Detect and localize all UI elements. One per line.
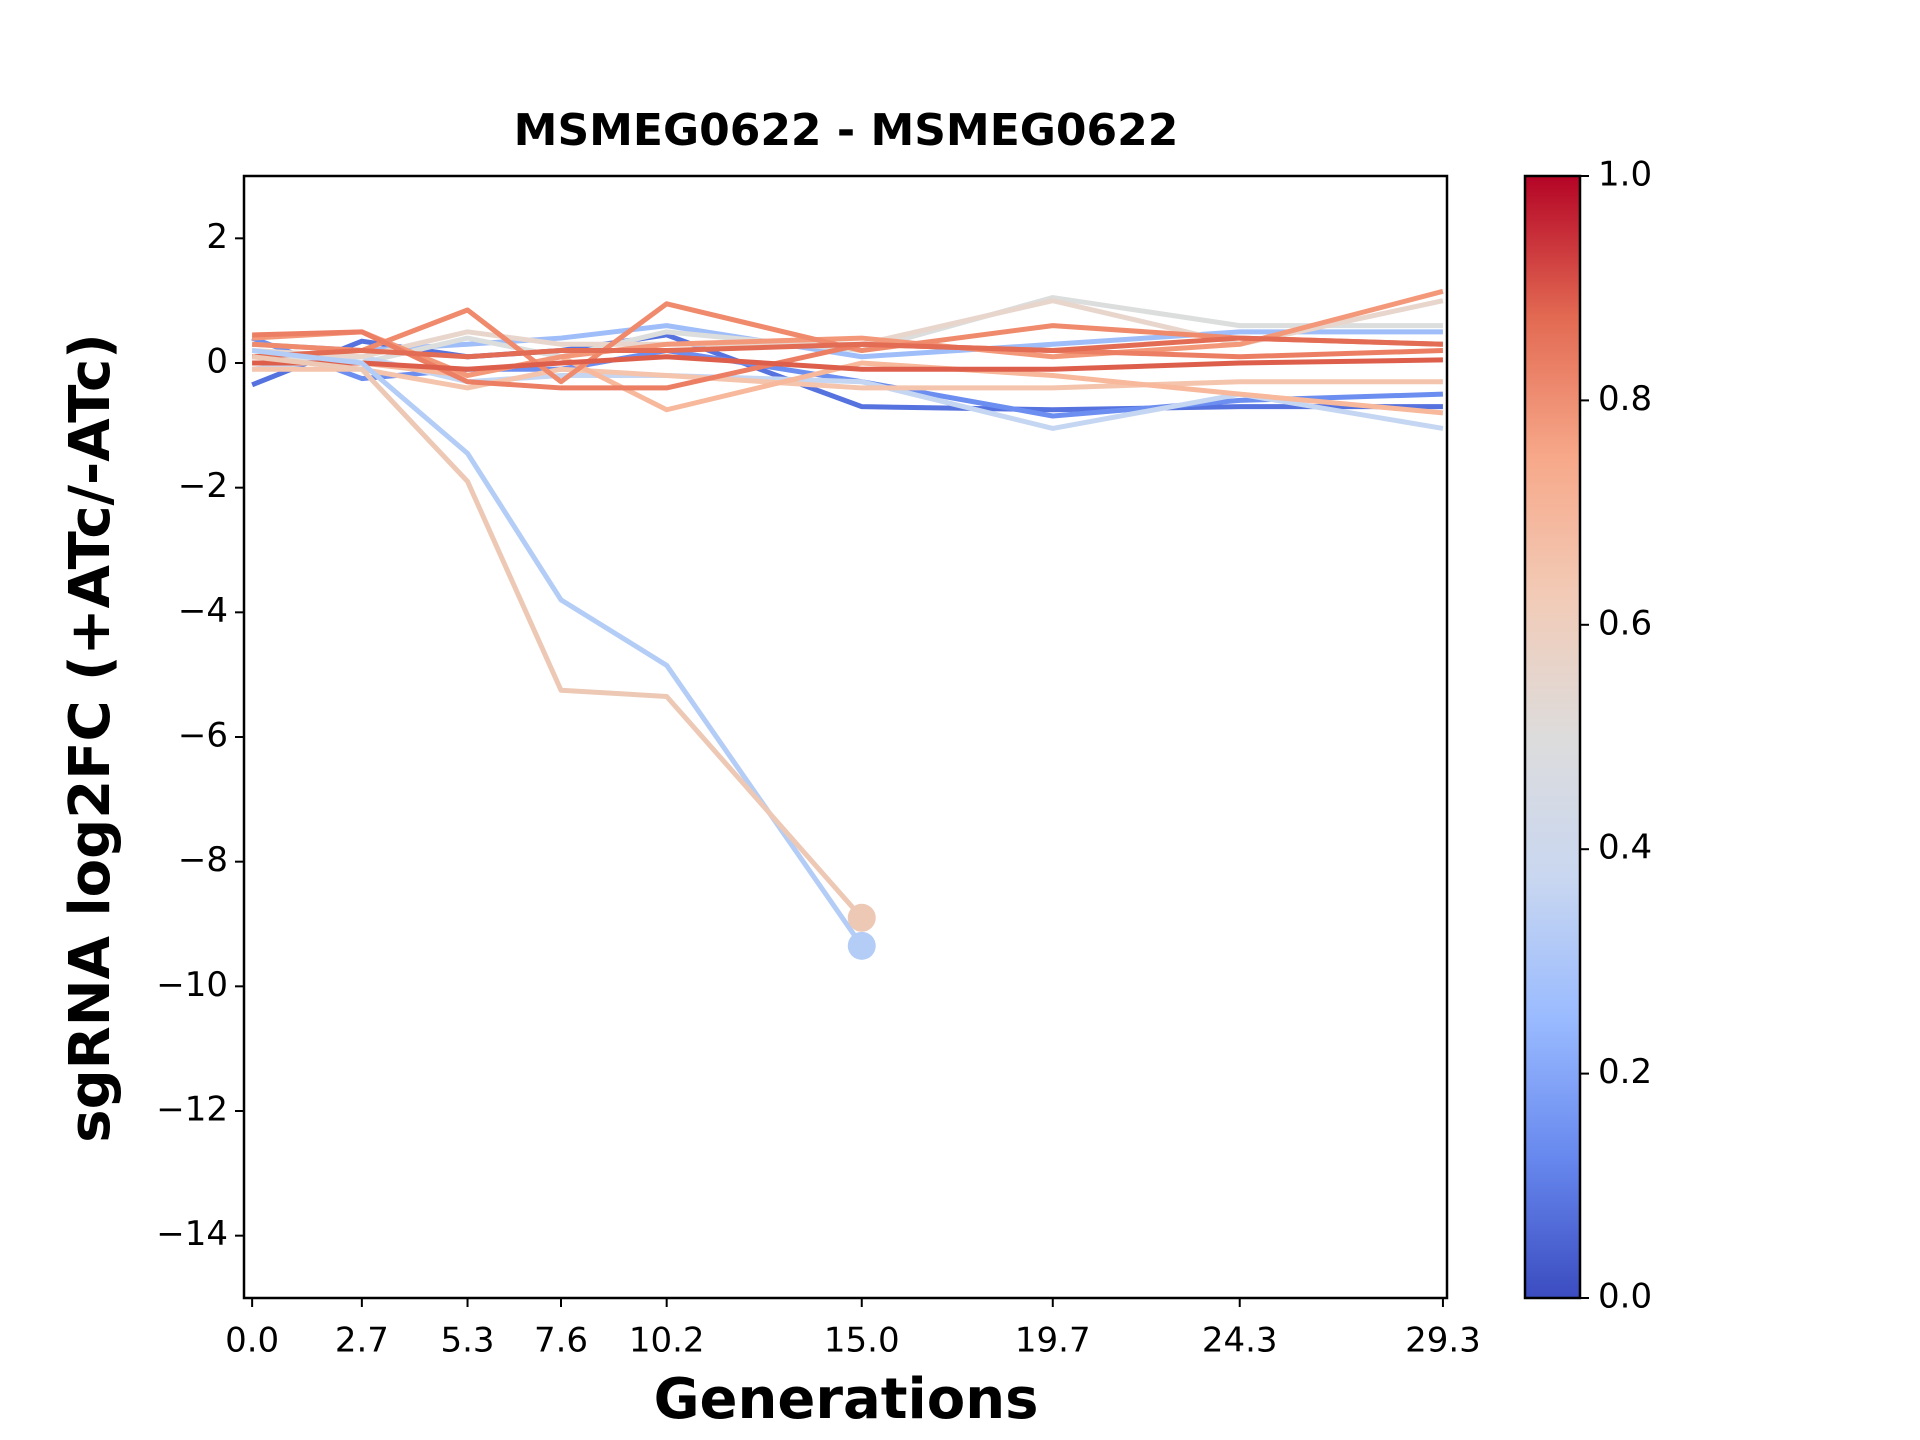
y-tick-label: −8: [178, 840, 228, 880]
y-axis-label: sgRNA log2FC (+ATc/-ATc): [58, 333, 123, 1143]
chart-title: MSMEG0622 - MSMEG0622: [514, 105, 1179, 156]
series-line: [251, 335, 1444, 360]
colorbar-tick-label: 0.8: [1598, 379, 1652, 419]
colorbar-tick-label: 1.0: [1598, 155, 1652, 195]
y-tick-label: −6: [178, 716, 228, 756]
end-marker: [847, 931, 876, 960]
end-marker: [847, 903, 876, 932]
x-tick-label: 24.3: [1202, 1321, 1278, 1361]
y-tick-label: 0: [206, 342, 228, 382]
series-line: [252, 366, 1443, 391]
colorbar-tick-label: 0.4: [1598, 828, 1652, 868]
colorbar-tick-label: 0.0: [1598, 1277, 1652, 1317]
colorbar: [1523, 174, 1582, 1300]
x-tick-label: 29.3: [1405, 1321, 1481, 1361]
series-line: [252, 354, 1443, 372]
x-tick-label: 10.2: [629, 1321, 705, 1361]
series-line: [251, 301, 1444, 385]
y-tick-label: 2: [206, 217, 228, 257]
series-line: [252, 329, 1444, 391]
series-line: [251, 354, 864, 920]
plot-area: [251, 288, 1444, 960]
x-tick-label: 15.0: [824, 1321, 900, 1361]
y-tick-label: −4: [178, 591, 228, 631]
y-tick-label: −12: [156, 1090, 228, 1130]
x-tick-label: 2.7: [335, 1321, 389, 1361]
y-tick-label: −10: [156, 965, 228, 1005]
x-tick-label: 0.0: [225, 1321, 279, 1361]
x-tick-label: 5.3: [440, 1321, 494, 1361]
y-tick-label: −14: [156, 1214, 228, 1254]
x-axis-label: Generations: [654, 1367, 1039, 1432]
series-line: [251, 348, 864, 948]
x-tick-label: 7.6: [534, 1321, 588, 1361]
colorbar-tick-label: 0.2: [1598, 1052, 1652, 1092]
colorbar-tick-label: 0.6: [1598, 603, 1652, 643]
x-tick-label: 19.7: [1015, 1321, 1091, 1361]
y-tick-label: −2: [178, 466, 228, 506]
